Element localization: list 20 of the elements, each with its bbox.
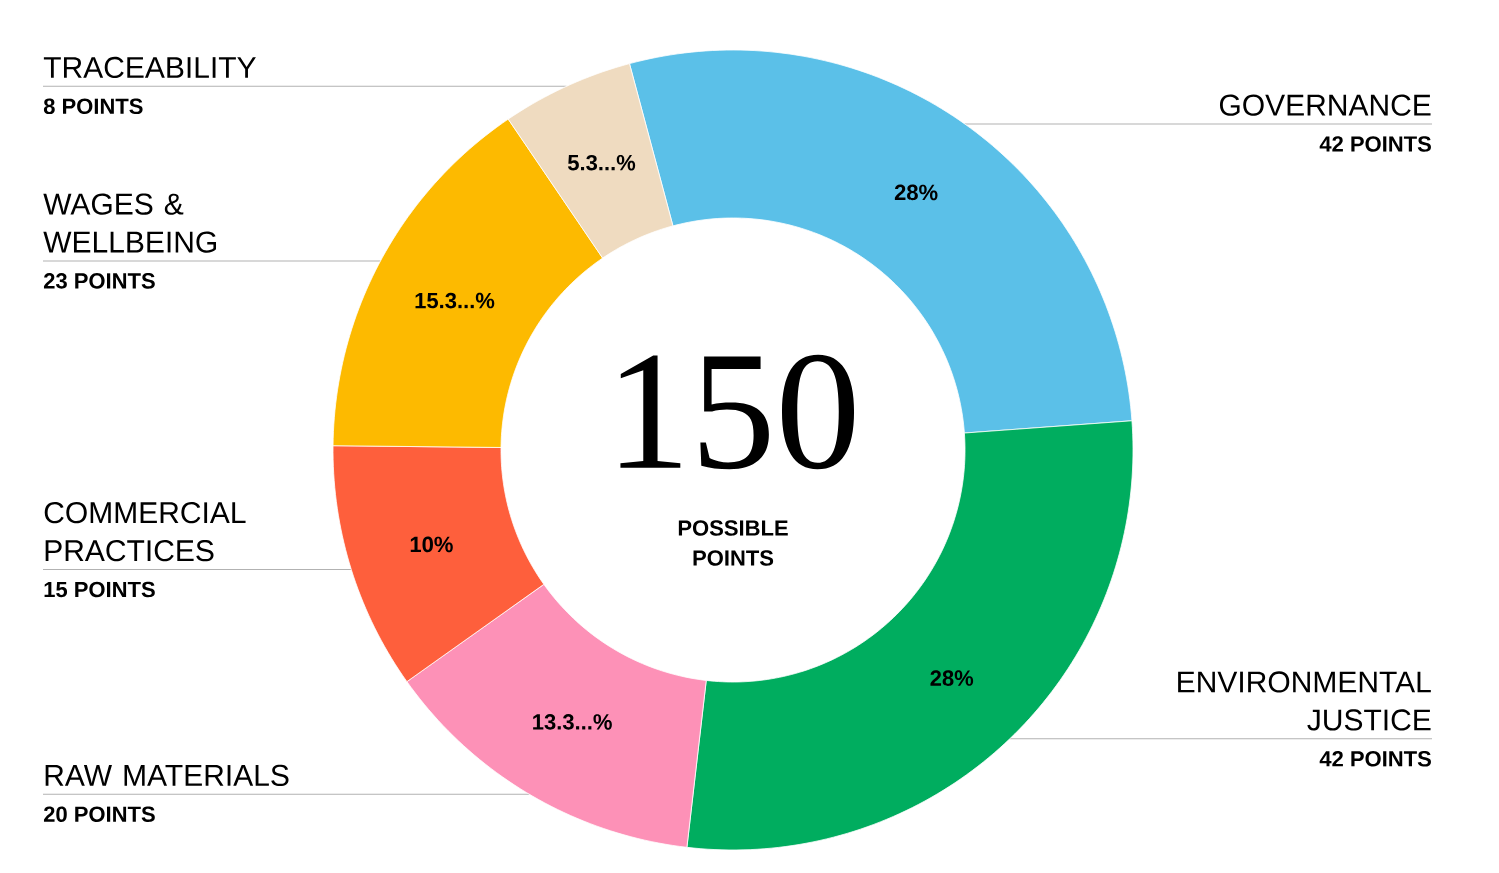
data-label: 15.3...% [415, 292, 495, 309]
text: 42 POINTS [1319, 750, 1431, 767]
slice-label: RAW MATERIALS [45, 764, 289, 786]
slice-label: COMMERCIAL PRACTICES [44, 502, 246, 562]
data-label: 10% [410, 536, 453, 553]
text: 15 POINTS [44, 581, 155, 598]
text: 20 POINTS [43, 806, 155, 822]
slice-label: ENVIRONMENTAL JUSTICE [1178, 671, 1431, 731]
slice-label: GOVERNANCE [1219, 94, 1431, 116]
text: 150 [620, 354, 855, 470]
text: POSSIBLE POINTS [678, 520, 788, 566]
data-label: 13.3...% [533, 714, 612, 730]
slice-label: TRACEABILITY [43, 56, 256, 79]
text: 42 POINTS [1319, 136, 1431, 152]
data-label: 5.3...% [567, 154, 636, 171]
data-label: 28% [894, 184, 938, 201]
slice-label: WAGES & WELLBEING [43, 193, 217, 253]
data-label: 28% [930, 670, 974, 686]
text: 23 POINTS [43, 273, 155, 289]
text: 8 POINTS [43, 98, 143, 115]
